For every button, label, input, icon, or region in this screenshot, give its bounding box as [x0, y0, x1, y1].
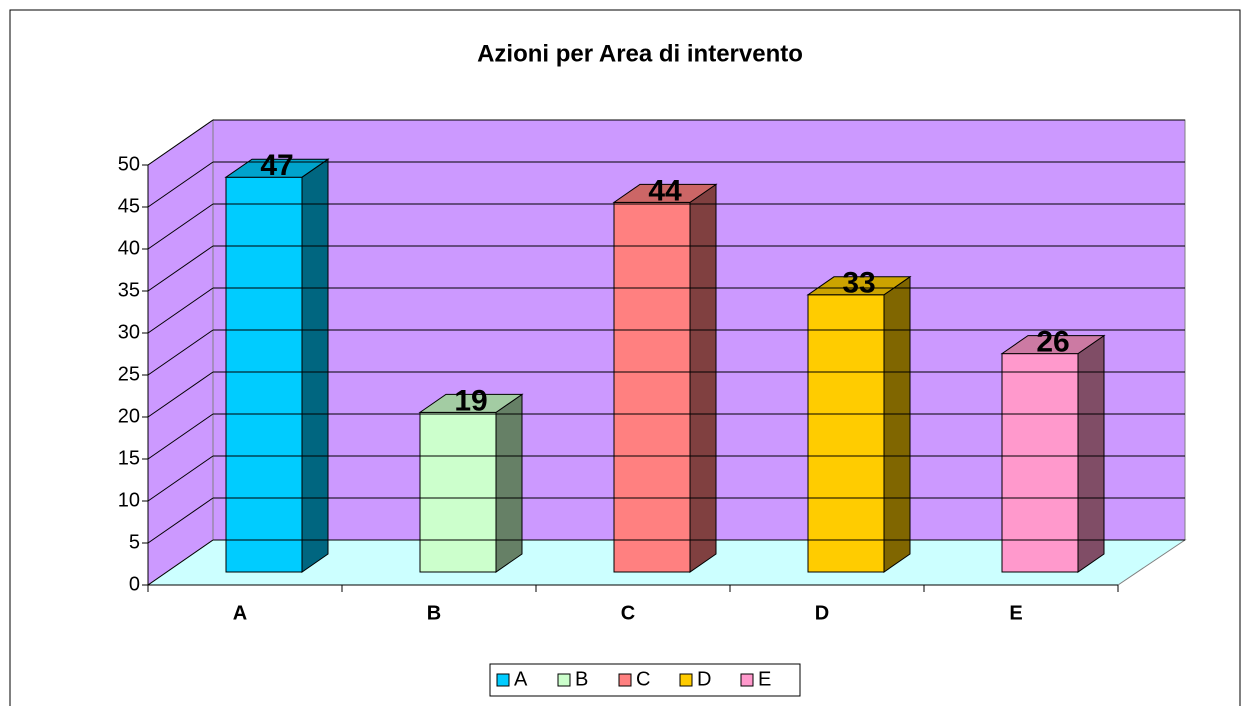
grid-line: [147, 539, 214, 586]
bar-side: [883, 275, 911, 573]
y-tick-label: 20: [118, 405, 140, 427]
grid-line: [147, 203, 214, 250]
bar-top: [418, 393, 524, 413]
y-tick-label: 25: [118, 363, 140, 385]
bar-top: [806, 276, 912, 296]
value-label: 47: [260, 149, 293, 182]
x-tick-label: E: [1009, 602, 1022, 624]
grid-line: [147, 497, 214, 544]
legend-swatch: [557, 673, 571, 687]
legend-label: C: [636, 668, 650, 690]
x-tick-label: C: [621, 602, 635, 624]
bar-top: [612, 183, 718, 203]
y-tick-label: 35: [118, 279, 140, 301]
grid-line: [147, 371, 214, 418]
x-tick-label: A: [233, 602, 247, 624]
y-tick-label: 50: [118, 153, 140, 175]
bar: [225, 176, 303, 573]
value-label: 44: [648, 174, 682, 207]
y-tick-label: 15: [118, 447, 140, 469]
bar: [419, 411, 497, 573]
value-label: 33: [842, 267, 875, 300]
legend-swatch: [618, 673, 632, 687]
y-tick-label: 40: [118, 237, 140, 259]
bar-side: [689, 183, 717, 573]
bar-side: [301, 158, 329, 573]
x-tick-label: B: [427, 602, 441, 624]
chart-title: Azioni per Area di intervento: [477, 40, 803, 67]
legend-swatch: [496, 673, 510, 687]
y-tick-label: 30: [118, 321, 140, 343]
value-label: 19: [454, 384, 487, 417]
value-label: 26: [1036, 326, 1069, 359]
bar: [613, 201, 691, 573]
grid-line: [147, 161, 214, 208]
bar-top: [1000, 335, 1106, 355]
legend-label: E: [758, 668, 771, 690]
y-tick-label: 45: [118, 195, 140, 217]
y-tick-label: 0: [129, 573, 140, 595]
plot: 47 19 44 33 26: [224, 149, 1106, 573]
grid-line: [147, 413, 214, 460]
grid-line: [147, 329, 214, 376]
x-tick-label: D: [815, 602, 829, 624]
bar: [1001, 353, 1079, 573]
legend-label: A: [514, 668, 528, 690]
grid-line: [147, 119, 214, 166]
legend-label: B: [575, 668, 588, 690]
legend-swatch: [679, 673, 693, 687]
y-tick-label: 5: [129, 531, 140, 553]
bar-side: [495, 393, 523, 573]
bar-side: [1077, 334, 1105, 573]
legend-swatch: [740, 673, 754, 687]
bar: [807, 294, 885, 573]
grid-line: [147, 455, 214, 502]
grid-line: [147, 245, 214, 292]
bar-top: [224, 158, 330, 178]
y-tick-label: 10: [118, 489, 140, 511]
legend-label: D: [697, 668, 711, 690]
grid-line: [147, 287, 214, 334]
